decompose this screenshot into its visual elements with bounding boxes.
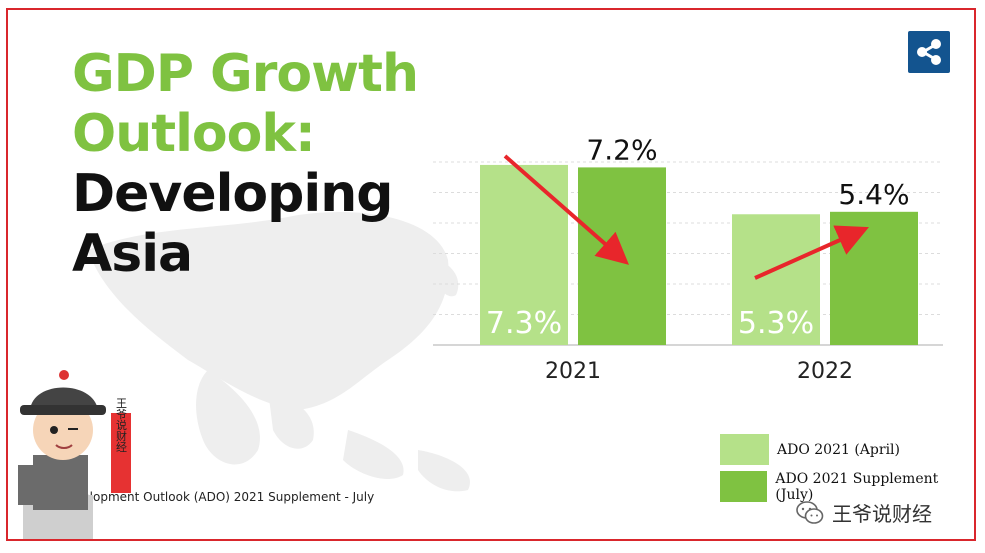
- wechat-icon: [796, 500, 824, 524]
- asia-map-background: [88, 212, 470, 492]
- share-icon: [917, 39, 941, 65]
- data-label-2022-july: 5.4%: [838, 178, 909, 211]
- source-note: Asian Development Outlook (ADO) 2021 Sup…: [22, 490, 375, 504]
- legend-item-july: ADO 2021 Supplement (July): [720, 470, 974, 503]
- title-line-2: Outlook:: [72, 104, 316, 164]
- x-tick-labels: 2021 2022: [545, 359, 853, 384]
- bar-2021-april: [480, 164, 568, 345]
- bar-chart: 7.3% 7.2% 5.3% 5.4% 2021 2022: [433, 133, 943, 384]
- mascot-illustration: 王爷说财经: [18, 370, 131, 539]
- legend-swatch-july: [720, 471, 768, 502]
- legend-label-april: ADO 2021 (April): [777, 441, 900, 458]
- trend-arrows: [503, 154, 869, 280]
- legend: ADO 2021 (April) ADO 2021 Supplement (Ju…: [720, 434, 974, 508]
- legend-label-july: ADO 2021 Supplement (July): [775, 470, 939, 503]
- bar-2021-july: [578, 167, 666, 345]
- legend-swatch-april: [720, 434, 769, 465]
- data-label-2021-april: 7.3%: [486, 306, 562, 341]
- data-labels: 7.3% 7.2% 5.3% 5.4%: [486, 133, 910, 341]
- bar-2022-july: [830, 211, 918, 345]
- watermark: 王爷说财经: [796, 498, 932, 527]
- x-tick-2022: 2022: [797, 359, 853, 384]
- watermark-text: 王爷说财经: [832, 502, 932, 526]
- title-line-3: Developing: [72, 164, 393, 224]
- data-label-2021-july: 7.2%: [586, 133, 657, 166]
- x-tick-2021: 2021: [545, 359, 601, 384]
- legend-item-april: ADO 2021 (April): [720, 434, 974, 465]
- title-line-1: GDP Growth: [72, 44, 419, 104]
- bar-2022-april: [732, 214, 820, 345]
- share-button[interactable]: [908, 31, 950, 73]
- arrow-up-2022: [754, 225, 869, 280]
- data-label-2022-april: 5.3%: [738, 306, 814, 341]
- mascot-seal-text: 王爷说财经: [115, 398, 128, 453]
- title-line-4: Asia: [72, 224, 193, 284]
- bars: [480, 164, 918, 345]
- infographic-frame: GDP Growth Outlook: Developing Asia 7.3%…: [6, 8, 976, 541]
- chart-title: GDP Growth Outlook: Developing Asia: [72, 44, 419, 284]
- arrow-down-2021: [503, 154, 630, 265]
